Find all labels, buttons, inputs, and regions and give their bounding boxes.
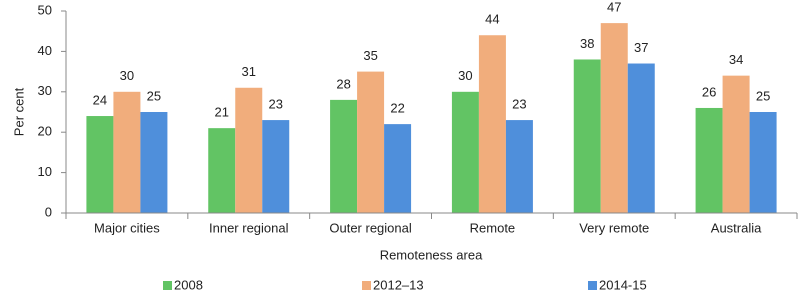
legend-label: 2012–13 — [373, 277, 424, 292]
bar — [262, 120, 290, 213]
bar — [627, 63, 655, 213]
legend-swatch — [163, 281, 172, 290]
value-label: 26 — [702, 84, 716, 99]
value-label: 37 — [634, 40, 648, 55]
bar — [695, 107, 723, 213]
legend-swatch — [588, 281, 597, 290]
bar — [235, 87, 263, 213]
bar — [478, 35, 506, 213]
bar — [140, 112, 168, 213]
y-axis-label: Per cent — [11, 87, 26, 136]
legend-label: 2008 — [174, 277, 203, 292]
value-label: 31 — [242, 64, 256, 79]
value-label: 28 — [336, 76, 350, 91]
bar — [600, 23, 628, 214]
bar — [451, 91, 479, 213]
x-tick-label: Outer regional — [329, 220, 411, 235]
value-label: 38 — [580, 36, 594, 51]
bar — [357, 71, 385, 213]
value-label: 25 — [756, 88, 770, 103]
value-label: 47 — [607, 0, 621, 15]
value-label: 30 — [120, 68, 134, 83]
value-label: 30 — [458, 68, 472, 83]
y-tick-label: 40 — [38, 43, 52, 58]
value-label: 22 — [390, 101, 404, 116]
x-tick-label: Australia — [711, 220, 762, 235]
bar — [573, 59, 601, 214]
value-label: 44 — [485, 12, 499, 27]
x-tick-label: Major cities — [94, 220, 160, 235]
x-tick-label: Remote — [470, 220, 516, 235]
y-tick-label: 0 — [45, 204, 52, 219]
y-tick-label: 20 — [38, 124, 52, 139]
bar — [208, 128, 236, 213]
y-tick-label: 10 — [38, 164, 52, 179]
value-label: 23 — [269, 97, 283, 112]
y-tick-label: 50 — [38, 2, 52, 17]
value-label: 35 — [363, 48, 377, 63]
y-tick-label: 30 — [38, 83, 52, 98]
x-tick-label: Inner regional — [209, 220, 289, 235]
legend-swatch — [362, 281, 371, 290]
value-label: 21 — [215, 105, 229, 120]
bar — [384, 124, 412, 213]
bar — [86, 116, 114, 213]
x-axis-label: Remoteness area — [380, 247, 483, 262]
value-label: 23 — [512, 97, 526, 112]
legend-label: 2014-15 — [599, 277, 647, 292]
bar — [113, 91, 141, 213]
value-label: 24 — [93, 92, 107, 107]
bar — [330, 99, 358, 213]
bar — [505, 120, 533, 213]
bar — [749, 112, 777, 213]
value-label: 34 — [729, 52, 743, 67]
value-label: 25 — [147, 88, 161, 103]
x-tick-label: Very remote — [579, 220, 649, 235]
bar — [722, 75, 750, 213]
